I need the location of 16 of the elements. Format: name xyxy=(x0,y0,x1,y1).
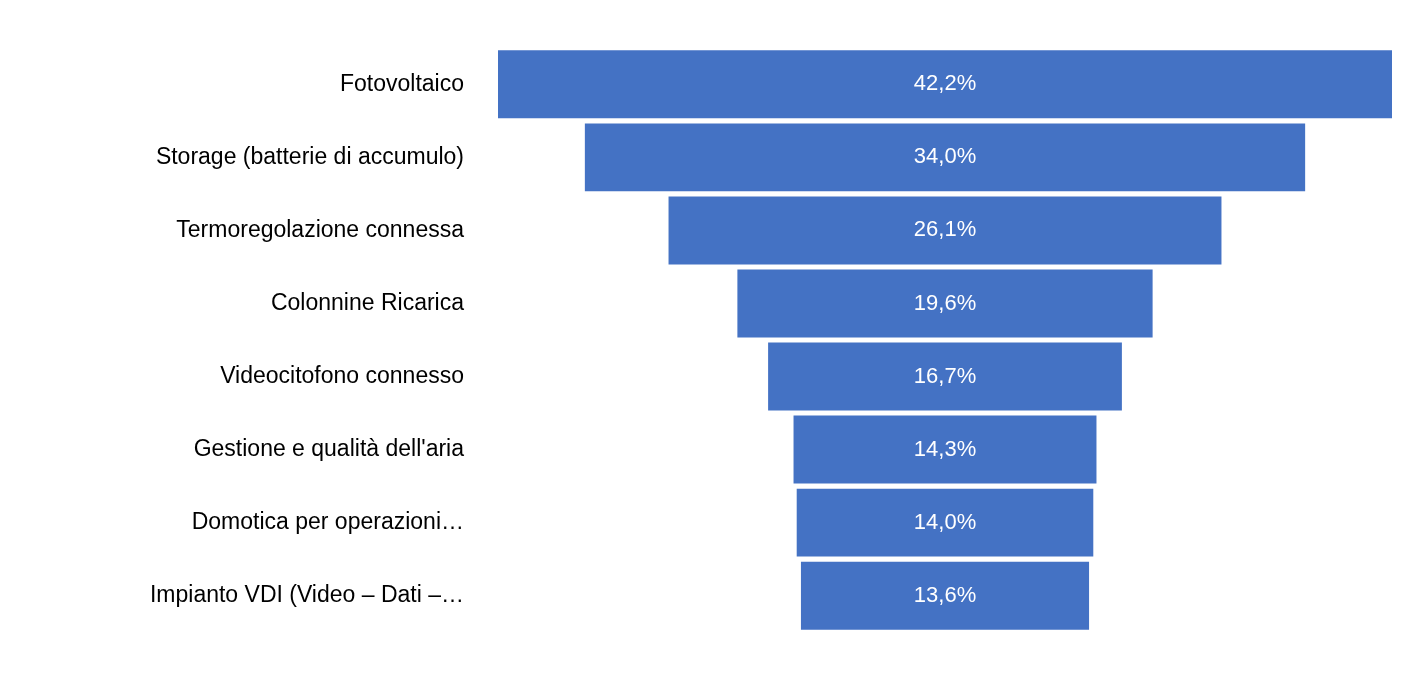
category-label: Videocitofono connesso xyxy=(220,361,464,388)
data-label: 42,2% xyxy=(913,70,977,96)
category-label: Fotovoltaico xyxy=(339,69,464,96)
data-label: 34,0% xyxy=(913,143,977,169)
data-label: 13,6% xyxy=(913,581,977,607)
data-label: 14,0% xyxy=(913,508,977,534)
category-label: Colonnine Ricarica xyxy=(270,288,465,315)
data-label: 16,7% xyxy=(913,362,977,388)
category-label: Impianto VDI (Video – Dati –… xyxy=(149,581,464,608)
data-label: 19,6% xyxy=(913,289,977,315)
category-label: Storage (batterie di accumulo) xyxy=(155,142,464,169)
data-label: 26,1% xyxy=(913,216,977,242)
category-label: Domotica per operazioni… xyxy=(191,507,464,534)
data-label: 14,3% xyxy=(913,435,977,461)
category-label: Gestione e qualità dell'aria xyxy=(193,434,465,461)
category-label: Termoregolazione connessa xyxy=(176,215,465,242)
